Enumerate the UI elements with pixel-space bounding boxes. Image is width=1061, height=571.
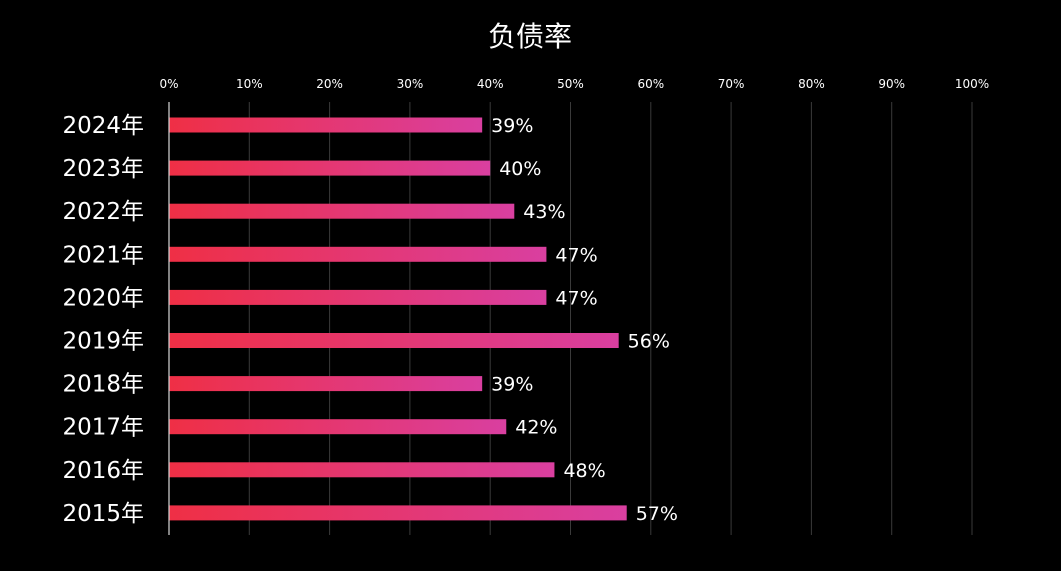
x-tick-label: 100% <box>955 77 989 91</box>
data-labels: 39% 40% 43% 47% 47% 56% 39% 42% 48% 57% <box>491 115 678 525</box>
bar <box>169 376 483 392</box>
data-label: 57% <box>636 503 678 525</box>
bar <box>169 419 507 435</box>
bar <box>169 462 555 478</box>
data-label: 39% <box>491 374 533 396</box>
bar <box>169 117 483 133</box>
bar <box>169 203 515 219</box>
x-tick-label: 20% <box>316 77 343 91</box>
x-tick-label: 40% <box>477 77 504 91</box>
x-tick-label: 60% <box>637 77 664 91</box>
x-tick-label: 80% <box>798 77 825 91</box>
x-tick-label: 90% <box>878 77 905 91</box>
data-label: 42% <box>515 417 557 439</box>
category-label: 2024年 <box>62 113 144 139</box>
x-axis-ticks: 0% 10% 20% 30% 40% 50% 60% 70% 80% 90% 100% <box>159 77 989 91</box>
x-tick-label: 70% <box>718 77 745 91</box>
bar <box>169 289 547 305</box>
bar <box>169 246 547 262</box>
category-label: 2016年 <box>62 458 144 484</box>
bar <box>169 505 627 521</box>
category-label: 2021年 <box>62 242 144 268</box>
category-label: 2018年 <box>62 372 144 398</box>
chart-title: 负债率 <box>488 20 572 53</box>
data-label: 47% <box>555 244 597 266</box>
category-label: 2017年 <box>62 415 144 441</box>
x-tick-label: 10% <box>236 77 263 91</box>
data-label: 47% <box>555 287 597 309</box>
category-label: 2019年 <box>62 329 144 355</box>
data-label: 40% <box>499 158 541 180</box>
x-tick-label: 50% <box>557 77 584 91</box>
data-label: 43% <box>523 201 565 223</box>
x-tick-label: 30% <box>397 77 424 91</box>
data-label: 39% <box>491 115 533 137</box>
y-axis-labels: 2024年 2023年 2022年 2021年 2020年 2019年 2018年 2017年… <box>62 113 144 527</box>
category-label: 2022年 <box>62 199 144 225</box>
data-label: 56% <box>628 331 670 353</box>
x-tick-label: 0% <box>159 77 178 91</box>
data-label: 48% <box>563 460 605 482</box>
bar <box>169 333 619 348</box>
bar <box>169 160 491 176</box>
category-label: 2023年 <box>62 156 144 182</box>
category-label: 2015年 <box>62 501 144 527</box>
bars <box>169 117 627 521</box>
category-label: 2020年 <box>62 285 144 311</box>
